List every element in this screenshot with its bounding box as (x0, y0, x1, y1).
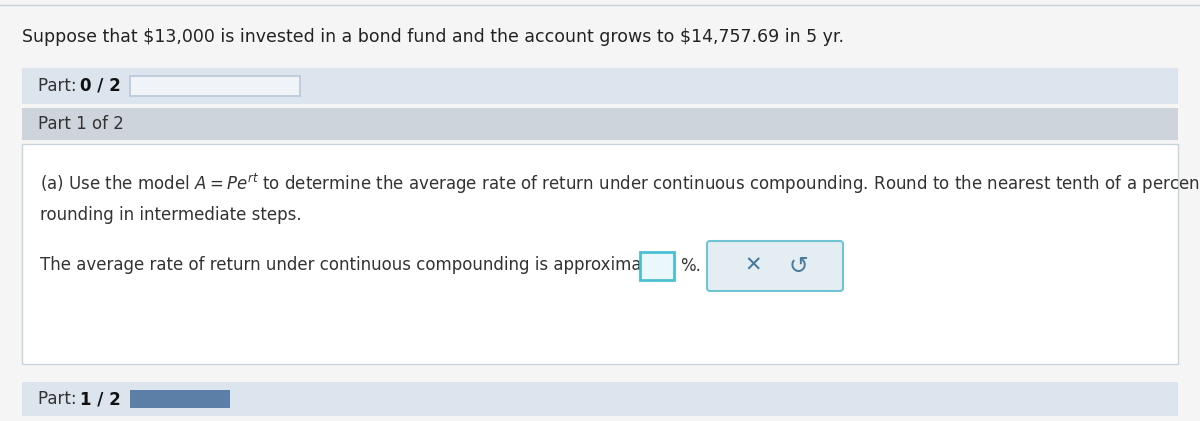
Text: Suppose that \$13,000 is invested in a bond fund and the account grows to \$14,7: Suppose that \$13,000 is invested in a b… (22, 28, 844, 46)
FancyBboxPatch shape (22, 382, 1178, 416)
FancyBboxPatch shape (707, 241, 842, 291)
FancyBboxPatch shape (22, 144, 1178, 364)
FancyBboxPatch shape (130, 76, 300, 96)
Text: Part:: Part: (38, 390, 82, 408)
Text: (a) Use the model $A = Pe^{rt}$ to determine the average rate of return under co: (a) Use the model $A = Pe^{rt}$ to deter… (40, 172, 1200, 196)
Text: rounding in intermediate steps.: rounding in intermediate steps. (40, 206, 301, 224)
Text: Part:: Part: (38, 77, 82, 95)
Text: ✕: ✕ (744, 256, 762, 276)
Text: The average rate of return under continuous compounding is approximately: The average rate of return under continu… (40, 256, 673, 274)
Text: %.: %. (680, 257, 701, 275)
FancyBboxPatch shape (22, 68, 1178, 104)
Text: ↺: ↺ (788, 254, 809, 278)
FancyBboxPatch shape (640, 252, 674, 280)
Text: 1 / 2: 1 / 2 (80, 390, 121, 408)
Text: Part 1 of 2: Part 1 of 2 (38, 115, 124, 133)
FancyBboxPatch shape (130, 390, 230, 408)
FancyBboxPatch shape (22, 108, 1178, 140)
Text: 0 / 2: 0 / 2 (80, 77, 121, 95)
